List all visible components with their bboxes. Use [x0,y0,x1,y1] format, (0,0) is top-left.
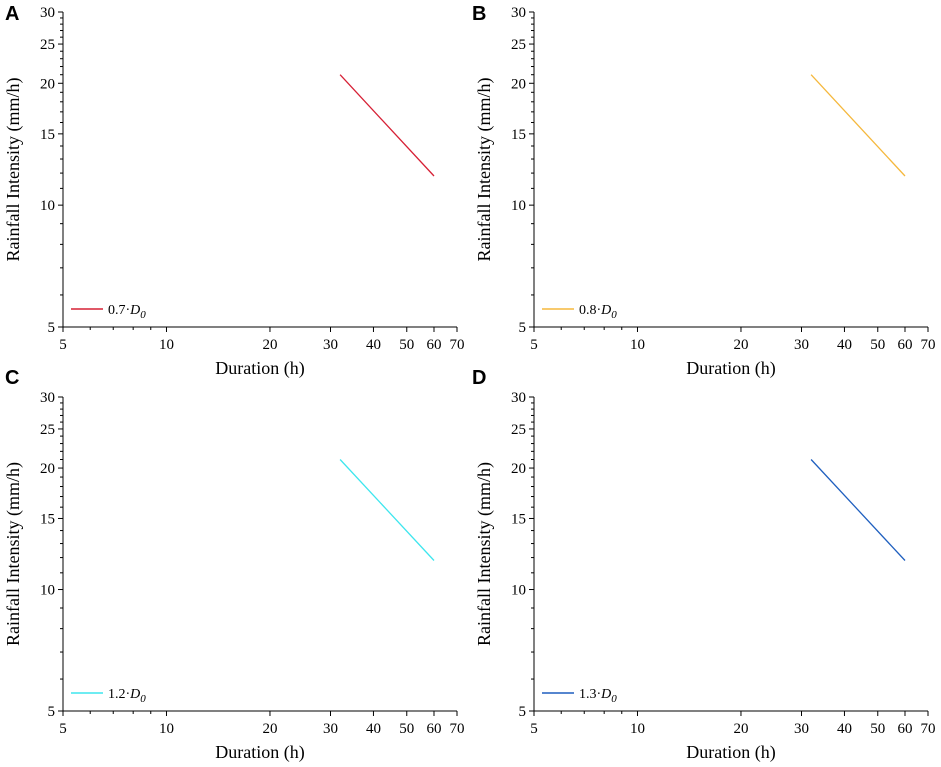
panel-d-x-tick-label: 60 [897,721,912,737]
panel-c-y-tick-label: 25 [40,422,55,438]
panel-b-x-tick-label: 70 [921,337,936,353]
panel-c-y-axis-title: Rainfall Intensity (mm/h) [3,462,24,646]
panel-d-y-tick-label: 20 [511,461,526,477]
panel-d-letter: D [472,367,486,389]
panel-c: C 5 10 15 20 25 30 5 10 20 30 40 50 60 70 Duration (h) R… [3,367,465,763]
panel-b-letter: B [472,3,486,25]
panel-d-x-tick-label: 5 [530,721,538,737]
panel-d-series-line [810,459,906,561]
panel-a-y-tick-label: 5 [48,320,56,336]
panel-a-x-axis-title: Duration (h) [215,358,304,379]
panel-c-x-tick-label: 20 [262,721,277,737]
panel-a-y-tick-label: 25 [40,37,55,53]
panel-d-x-tick-label: 20 [733,721,748,737]
panel-a-x-tick-label: 60 [426,337,441,353]
panel-d-x-tick-label: 50 [870,721,885,737]
panel-a-x-tick-label: 50 [399,337,414,353]
panel-d-y-tick-label: 25 [511,422,526,438]
panel-c-letter: C [5,367,19,389]
panel-a-series-line [339,74,435,177]
panel-a-x-tick-label: 30 [323,337,338,353]
panel-c-y-tick-label: 30 [40,390,55,406]
panel-a-x-tick-label: 10 [159,337,174,353]
panel-c-x-axis-title: Duration (h) [215,742,304,763]
panel-c-x-tick-label: 50 [399,721,414,737]
panel-a-x-tick-label: 40 [366,337,381,353]
panel-a-x-tick-label: 20 [262,337,277,353]
panel-a-y-tick-label: 10 [40,198,55,214]
panel-d-x-tick-label: 40 [837,721,852,737]
panel-d-y-tick-label: 10 [511,583,526,599]
panel-d-x-axis-title: Duration (h) [686,742,775,763]
panel-a-x-tick-label: 5 [59,337,67,353]
panel-b-x-tick-label: 20 [733,337,748,353]
panel-b-legend-label: 0.8·D0 [579,303,617,321]
panel-a-y-axis-title: Rainfall Intensity (mm/h) [3,78,24,262]
panel-d-x-tick-label: 30 [794,721,809,737]
panel-b-y-tick-label: 10 [511,198,526,214]
panel-d-y-tick-label: 15 [511,511,526,527]
panel-c-y-tick-label: 10 [40,583,55,599]
panel-d-y-axis-title: Rainfall Intensity (mm/h) [474,462,495,646]
panel-b-y-tick-label: 5 [519,320,527,336]
panel-b-x-tick-label: 5 [530,337,538,353]
panel-d-y-tick-label: 30 [511,390,526,406]
panel-b-x-tick-label: 10 [630,337,645,353]
panel-a: A 5 10 15 20 25 30 5 10 20 30 40 50 60 70 Duration (h) R… [3,3,465,379]
panel-a-y-tick-label: 20 [40,76,55,92]
panel-d-x-tick-label: 10 [630,721,645,737]
panel-b-series-line [810,74,906,177]
panel-c-x-tick-label: 40 [366,721,381,737]
panel-a-x-tick-label: 70 [450,337,465,353]
panel-a-y-tick-label: 15 [40,127,55,143]
panel-a-letter: A [5,3,19,25]
panel-b: B 5 10 15 20 25 30 5 10 20 30 40 50 60 70 Duration (h) R… [472,3,936,379]
panel-d: D 5 10 15 20 25 30 5 10 20 30 40 50 60 70 Duration (h) R… [472,367,936,763]
panel-c-series-line [339,459,435,561]
panel-b-y-tick-label: 30 [511,5,526,21]
panel-a-y-tick-label: 30 [40,5,55,21]
panel-d-legend-label: 1.3·D0 [579,687,617,705]
panel-b-x-axis-title: Duration (h) [686,358,775,379]
panel-c-x-tick-label: 60 [426,721,441,737]
panel-a-legend-label: 0.7·D0 [108,303,146,321]
panel-b-y-tick-label: 15 [511,127,526,143]
panel-c-x-tick-label: 30 [323,721,338,737]
panel-b-y-axis-title: Rainfall Intensity (mm/h) [474,78,495,262]
panel-d-x-tick-label: 70 [921,721,936,737]
panel-c-y-tick-label: 20 [40,461,55,477]
panel-b-x-tick-label: 50 [870,337,885,353]
panel-c-x-tick-label: 10 [159,721,174,737]
panel-c-legend-label: 1.2·D0 [108,687,146,705]
panel-d-y-tick-label: 5 [519,704,527,720]
panel-b-x-tick-label: 40 [837,337,852,353]
panel-c-y-tick-label: 15 [40,511,55,527]
panel-b-x-tick-label: 60 [897,337,912,353]
panel-b-x-tick-label: 30 [794,337,809,353]
panel-c-x-tick-label: 5 [59,721,67,737]
panel-b-y-tick-label: 25 [511,37,526,53]
panel-b-y-tick-label: 20 [511,76,526,92]
panel-c-x-tick-label: 70 [450,721,465,737]
panel-c-y-tick-label: 5 [48,704,56,720]
